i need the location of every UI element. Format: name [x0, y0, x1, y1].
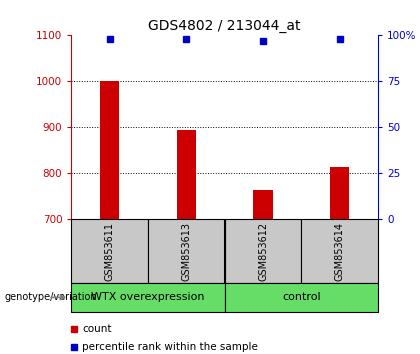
- Text: GSM853612: GSM853612: [258, 222, 268, 281]
- Text: count: count: [82, 324, 111, 334]
- Bar: [253, 189, 273, 219]
- Text: WTX overexpression: WTX overexpression: [91, 292, 205, 302]
- Text: GSM853611: GSM853611: [105, 222, 115, 281]
- Bar: [302, 219, 378, 283]
- Bar: [148, 219, 225, 283]
- Bar: [225, 283, 378, 312]
- Text: genotype/variation: genotype/variation: [4, 292, 97, 302]
- Bar: [225, 219, 302, 283]
- Text: GSM853613: GSM853613: [181, 222, 192, 281]
- Bar: [100, 81, 119, 219]
- Bar: [71, 283, 225, 312]
- Bar: [330, 166, 349, 219]
- Text: control: control: [282, 292, 320, 302]
- Bar: [71, 219, 148, 283]
- Text: percentile rank within the sample: percentile rank within the sample: [82, 342, 258, 352]
- Text: GSM853614: GSM853614: [335, 222, 345, 281]
- Title: GDS4802 / 213044_at: GDS4802 / 213044_at: [148, 19, 301, 33]
- Bar: [177, 130, 196, 219]
